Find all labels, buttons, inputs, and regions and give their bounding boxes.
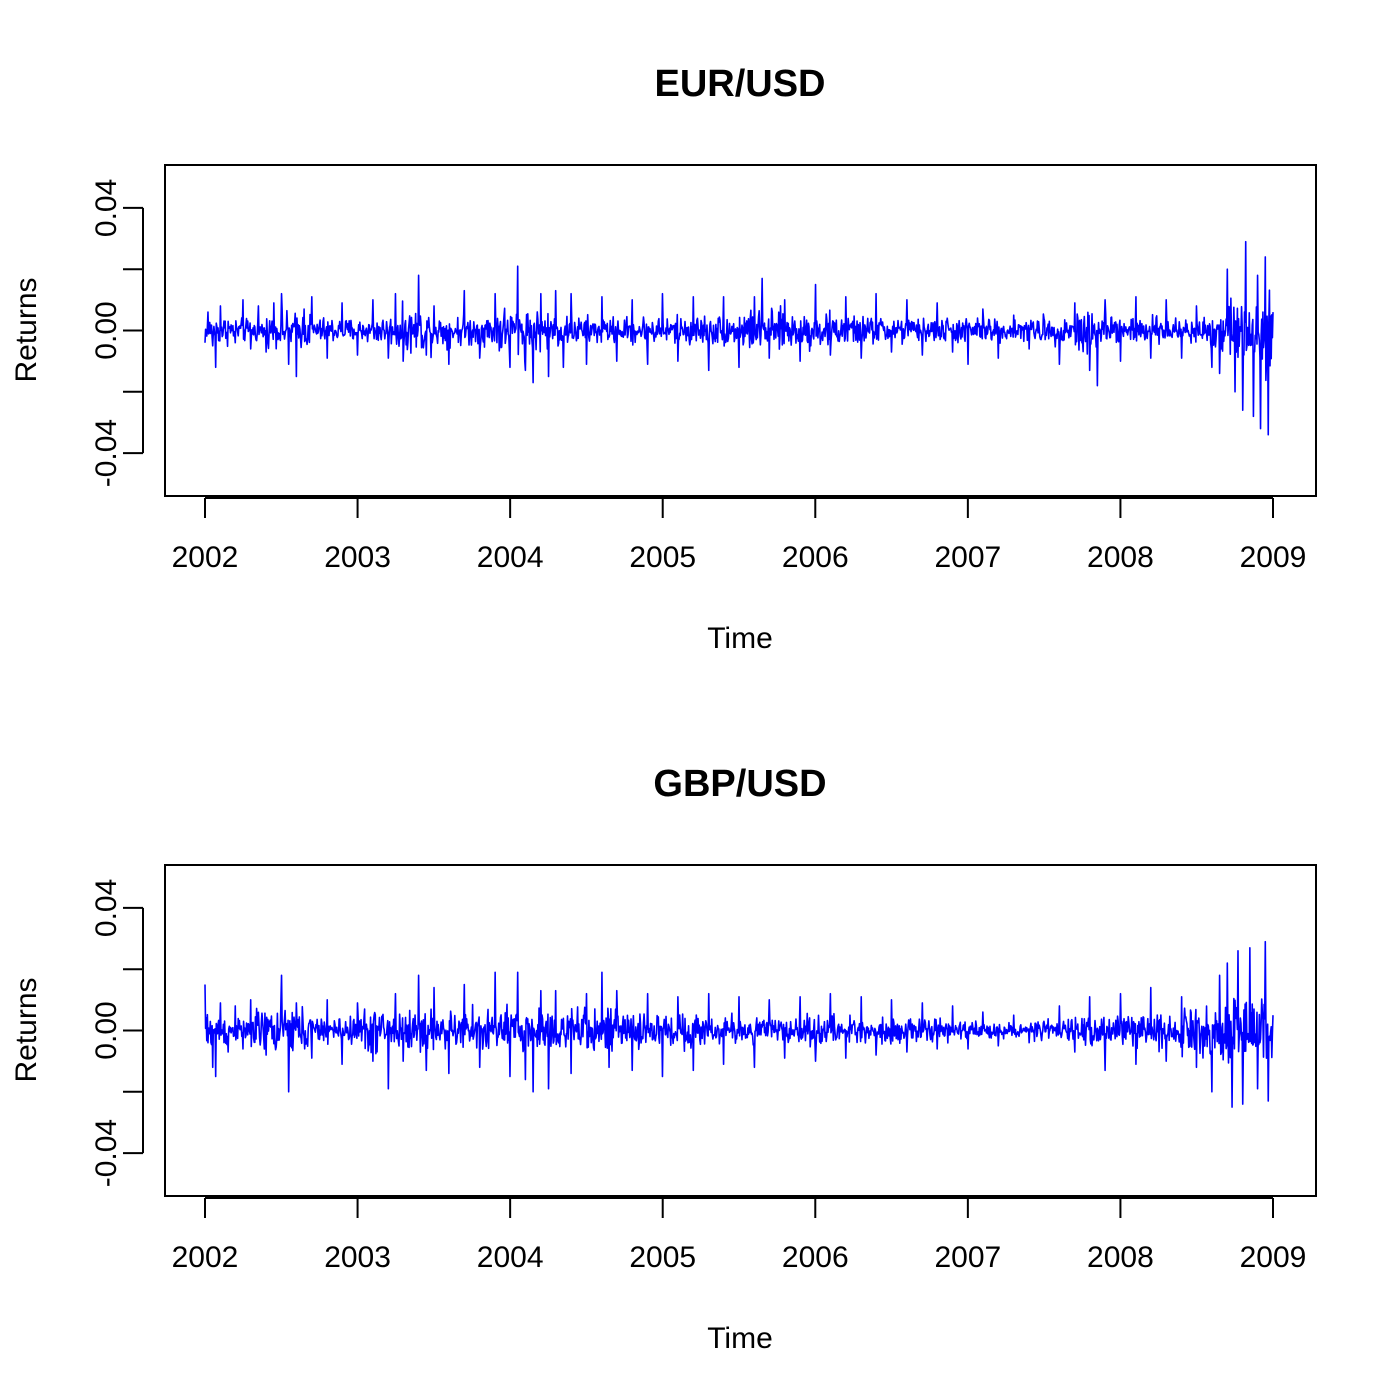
y-axis: -0.04 0.00 0.04 — [90, 879, 144, 1187]
y-tick-label: 0.00 — [90, 1001, 123, 1059]
x-tick-label: 2009 — [1240, 1241, 1307, 1274]
x-tick-label: 2004 — [477, 1241, 544, 1274]
y-axis-label: Returns — [10, 977, 43, 1082]
plot-frame — [164, 864, 1317, 1197]
series-line — [204, 240, 1274, 436]
chart-title: GBP/USD — [653, 763, 826, 805]
x-tick-label: 2002 — [172, 1241, 239, 1274]
series-line — [204, 940, 1274, 1108]
x-tick-label: 2009 — [1240, 541, 1307, 574]
y-tick-label: 0.04 — [90, 179, 123, 237]
x-tick-label: 2005 — [629, 541, 696, 574]
x-tick-label: 2007 — [934, 541, 1001, 574]
x-axis-label: Time — [707, 622, 773, 655]
plot-frame — [164, 164, 1317, 497]
x-tick-label: 2006 — [782, 1241, 849, 1274]
series-group — [204, 240, 1274, 436]
x-tick-label: 2007 — [934, 1241, 1001, 1274]
x-axis: 2002 2003 2004 2005 2006 2007 2008 2009 — [172, 497, 1307, 574]
y-tick-label: -0.04 — [90, 1119, 123, 1187]
x-tick-label: 2005 — [629, 1241, 696, 1274]
x-axis-label: Time — [707, 1322, 773, 1355]
x-tick-label: 2008 — [1087, 1241, 1154, 1274]
y-tick-label: -0.04 — [90, 419, 123, 487]
y-tick-label: 0.04 — [90, 879, 123, 937]
x-tick-label: 2003 — [324, 1241, 391, 1274]
x-axis: 2002 2003 2004 2005 2006 2007 2008 2009 — [172, 1197, 1307, 1274]
y-tick-label: 0.00 — [90, 301, 123, 359]
gbpusd-panel: GBP/USD Time Returns 2002 2003 2004 2005 200… — [10, 763, 1317, 1355]
series-group — [204, 940, 1274, 1108]
x-tick-label: 2004 — [477, 541, 544, 574]
y-axis: -0.04 0.00 0.04 — [90, 179, 144, 487]
y-axis-label: Returns — [10, 277, 43, 382]
x-tick-label: 2003 — [324, 541, 391, 574]
eurusd-panel: EUR/USD Time Returns 2002 2003 2004 2005 200… — [10, 63, 1317, 655]
x-tick-label: 2002 — [172, 541, 239, 574]
x-tick-label: 2006 — [782, 541, 849, 574]
chart-title: EUR/USD — [654, 63, 825, 105]
x-tick-label: 2008 — [1087, 541, 1154, 574]
